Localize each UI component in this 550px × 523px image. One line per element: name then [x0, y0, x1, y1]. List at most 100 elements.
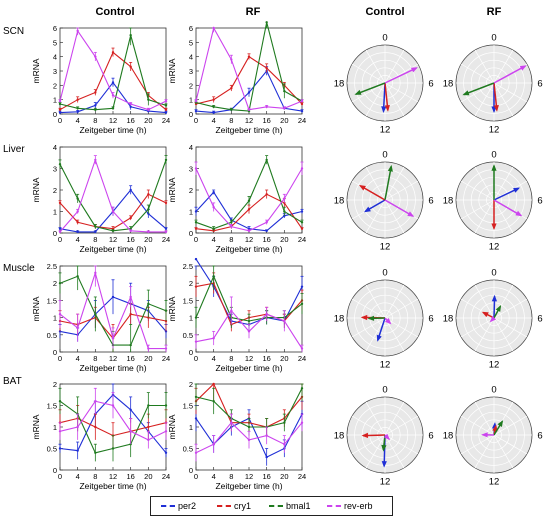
data-point-bmal1-scn-control: [129, 33, 132, 37]
data-point-rev-erb-liver-control: [129, 229, 132, 233]
polar-tick-label-bat-control: 12: [380, 477, 391, 488]
polar-spoke-liver-control: [384, 166, 405, 201]
x-tick-label-liver-control: 16: [126, 235, 134, 244]
x-tick-label-scn-control: 4: [76, 116, 80, 125]
titles-layer: Control RF Control RF SCN Liver Muscle B…: [3, 6, 502, 387]
x-tick-label-bat-control: 12: [109, 472, 117, 481]
data-point-cry1-scn-control: [76, 98, 79, 101]
data-point-rev-erb-muscle-control: [147, 347, 150, 350]
x-tick-label-liver-control: 20: [144, 235, 152, 244]
y-tick-label-muscle-control: 0: [53, 348, 57, 357]
data-point-rev-erb-scn-rf: [247, 108, 251, 111]
line-panel-muscle-rf: 0 0.5 1 1.5 2 2.5 0 4 8 12 16 20 24 Zeitgeber time (h…: [167, 257, 306, 373]
data-point-rev-erb-liver-rf: [247, 229, 251, 233]
polar-panel-muscle-rf: 0 6 12 18: [443, 268, 543, 371]
legend-item-cry1: cry1: [217, 501, 251, 511]
y-tick-label-muscle-rf: 0: [189, 348, 193, 357]
data-point-bmal1-muscle-control: [164, 309, 168, 312]
x-axis-label-scn-rf: Zeitgeber time (h): [215, 125, 282, 135]
legend-label-cry1: cry1: [234, 501, 252, 511]
x-tick-label-liver-rf: 0: [194, 235, 198, 244]
data-point-cry1-scn-rf: [265, 66, 268, 70]
data-point-rev-erb-bat-control: [129, 430, 132, 433]
data-point-rev-erb-bat-rf: [300, 421, 304, 424]
phase-arrowhead-rev-erb-scn-rf: [519, 65, 527, 71]
data-point-bmal1-bat-control: [164, 404, 168, 407]
polar-spoke-muscle-control: [351, 317, 386, 338]
data-point-cry1-liver-control: [164, 201, 168, 205]
polar-spoke-muscle-rf: [474, 317, 495, 352]
y-tick-label-liver-control: 0: [53, 229, 57, 238]
data-point-rev-erb-muscle-rf: [230, 309, 233, 312]
phase-arrowhead-bmal1-scn-control: [354, 89, 362, 95]
phase-arrowhead-per2-muscle-control: [376, 334, 382, 342]
data-point-rev-erb-liver-rf: [265, 221, 268, 224]
data-point-rev-erb-muscle-control: [164, 347, 168, 350]
y-tick-label-muscle-rf: 1: [189, 314, 193, 323]
y-tick-label-liver-control: 3: [53, 165, 57, 174]
data-point-rev-erb-muscle-control: [76, 326, 79, 330]
polar-spoke-liver-control: [365, 199, 386, 234]
data-point-bmal1-muscle-rf: [300, 302, 304, 306]
x-tick-label-muscle-rf: 16: [262, 354, 270, 363]
phase-arrowhead-rev-erb-liver-rf: [515, 210, 523, 217]
polar-tick-label-scn-rf: 6: [537, 79, 542, 90]
phase-arrowhead-bmal1-liver-rf: [491, 164, 497, 171]
phase-arrowhead-cry1-scn-rf: [493, 105, 499, 112]
phase-arrow-bmal1-scn-control: [355, 82, 386, 95]
x-axis-label-bat-control: Zeitgeber time (h): [79, 481, 146, 491]
data-point-bmal1-muscle-rf: [247, 319, 251, 323]
legend-swatch-bmal1: [269, 505, 283, 507]
y-tick-label-muscle-control: 1: [53, 314, 57, 323]
y-tick-label-scn-control: 0: [53, 110, 57, 119]
phase-arrowhead-cry1-bat-rf: [492, 424, 498, 432]
phase-arrow-rev-erb-scn-rf: [493, 65, 526, 84]
data-point-bmal1-scn-control: [111, 107, 115, 110]
x-tick-label-muscle-control: 0: [58, 354, 62, 363]
data-point-per2-bat-control: [76, 449, 79, 452]
polar-spoke-liver-rf: [493, 199, 514, 234]
y-tick-label-scn-control: 1: [53, 96, 57, 105]
data-point-bmal1-liver-rf: [300, 221, 304, 224]
x-tick-label-scn-control: 0: [58, 116, 62, 125]
data-point-rev-erb-liver-control: [76, 210, 79, 213]
legend-item-per2: per2: [161, 501, 196, 511]
polar-spoke-muscle-control: [351, 298, 386, 319]
y-tick-label-bat-rf: 0: [189, 466, 193, 475]
y-tick-label-liver-rf: 4: [189, 143, 193, 152]
data-point-rev-erb-liver-control: [164, 230, 168, 234]
data-point-rev-erb-bat-rf: [194, 451, 198, 454]
data-point-bmal1-liver-rf: [283, 210, 286, 213]
legend-label-per2: per2: [178, 501, 197, 511]
y-axis-label-muscle-rf: mRNA: [167, 296, 177, 321]
polar-spoke-scn-rf: [493, 82, 528, 103]
x-tick-label-muscle-rf: 4: [212, 354, 216, 363]
data-point-bmal1-muscle-control: [129, 343, 132, 347]
data-point-rev-erb-muscle-control: [111, 337, 115, 340]
polar-tick-label-bat-rf: 18: [443, 431, 454, 442]
polar-panel-bat-rf: 0 6 12 18: [443, 385, 543, 488]
phase-arrowhead-per2-bat-control: [381, 461, 387, 468]
data-point-rev-erb-bat-control: [76, 425, 79, 429]
data-point-per2-bat-control: [58, 447, 62, 450]
polar-panel-muscle-control: 0 6 12 18: [334, 268, 434, 371]
polar-spoke-scn-control: [351, 63, 386, 84]
y-tick-label-liver-control: 2: [53, 186, 57, 195]
data-point-bmal1-liver-rf: [194, 221, 198, 224]
data-point-bmal1-muscle-control: [94, 312, 97, 316]
data-point-bmal1-scn-rf: [230, 108, 233, 111]
legend-item-bmal1: bmal1: [269, 501, 311, 511]
data-point-rev-erb-muscle-rf: [265, 312, 268, 316]
polar-tick-label-bat-rf: 12: [489, 477, 500, 488]
y-tick-label-muscle-control: 2: [53, 279, 57, 288]
row-title-muscle: Muscle: [3, 263, 35, 274]
data-point-cry1-liver-control: [129, 216, 132, 220]
data-point-per2-liver-rf: [212, 190, 215, 194]
data-point-per2-liver-rf: [194, 210, 198, 213]
y-tick-label-muscle-control: 2.5: [47, 262, 57, 271]
phase-arrowhead-cry1-scn-control: [384, 105, 390, 112]
y-tick-label-muscle-rf: 2: [189, 279, 193, 288]
x-tick-label-muscle-control: 24: [162, 354, 170, 363]
